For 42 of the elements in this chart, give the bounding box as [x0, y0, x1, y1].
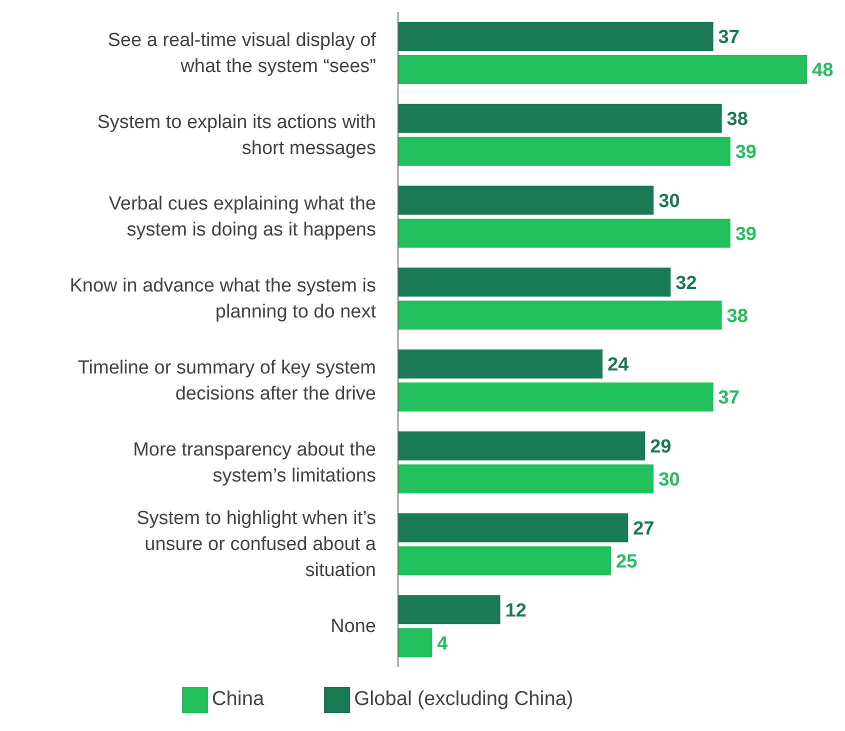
data-label: 38 — [726, 306, 748, 327]
legend-label: China — [212, 688, 264, 710]
bar — [398, 186, 654, 215]
data-label: 30 — [658, 190, 680, 212]
data-label: 12 — [505, 600, 526, 622]
legend-label: Global (excluding China) — [354, 688, 574, 710]
data-label: 30 — [658, 470, 680, 491]
bar — [398, 136, 730, 166]
data-label: 38 — [726, 109, 748, 130]
y-tick-label: Verbal cues explaining what the system is doing as it happens — [108, 193, 376, 240]
data-label: 48 — [812, 60, 834, 82]
bar — [398, 22, 714, 51]
bar — [398, 350, 602, 378]
y-tick-label: None — [330, 616, 376, 637]
data-label: 37 — [718, 27, 740, 48]
y-tick-label: System to explain its actions with short messages — [97, 111, 376, 158]
data-label: 39 — [735, 142, 756, 164]
bar — [398, 513, 628, 542]
bar — [398, 104, 722, 133]
bar — [398, 300, 722, 330]
data-label: 4 — [437, 633, 448, 654]
data-label: 39 — [735, 224, 756, 245]
data-label: 25 — [616, 551, 638, 572]
bar — [398, 268, 671, 297]
bar — [398, 431, 646, 460]
data-label: 32 — [676, 272, 697, 294]
y-tick-label: More transparency about the system’s limitations — [133, 438, 376, 486]
data-label: 24 — [608, 354, 630, 376]
data-label: 37 — [718, 388, 740, 409]
bar — [398, 464, 654, 494]
data-label: 29 — [650, 436, 672, 458]
y-tick-label: See a real-time visual display of what the system “sees” — [108, 29, 377, 76]
y-tick-label: System to highlight when it’s unsure or confused about a situation — [136, 508, 376, 581]
bar — [398, 546, 612, 576]
bar — [398, 628, 432, 658]
y-tick-label: Timeline or summary of key system decisions after the drive — [78, 356, 376, 404]
bar — [398, 595, 500, 624]
bar — [398, 55, 807, 84]
y-tick-label: Know in advance what the system is planning to do next — [70, 275, 377, 322]
bar — [398, 382, 714, 412]
data-label: 27 — [633, 518, 654, 540]
bar — [398, 218, 730, 248]
